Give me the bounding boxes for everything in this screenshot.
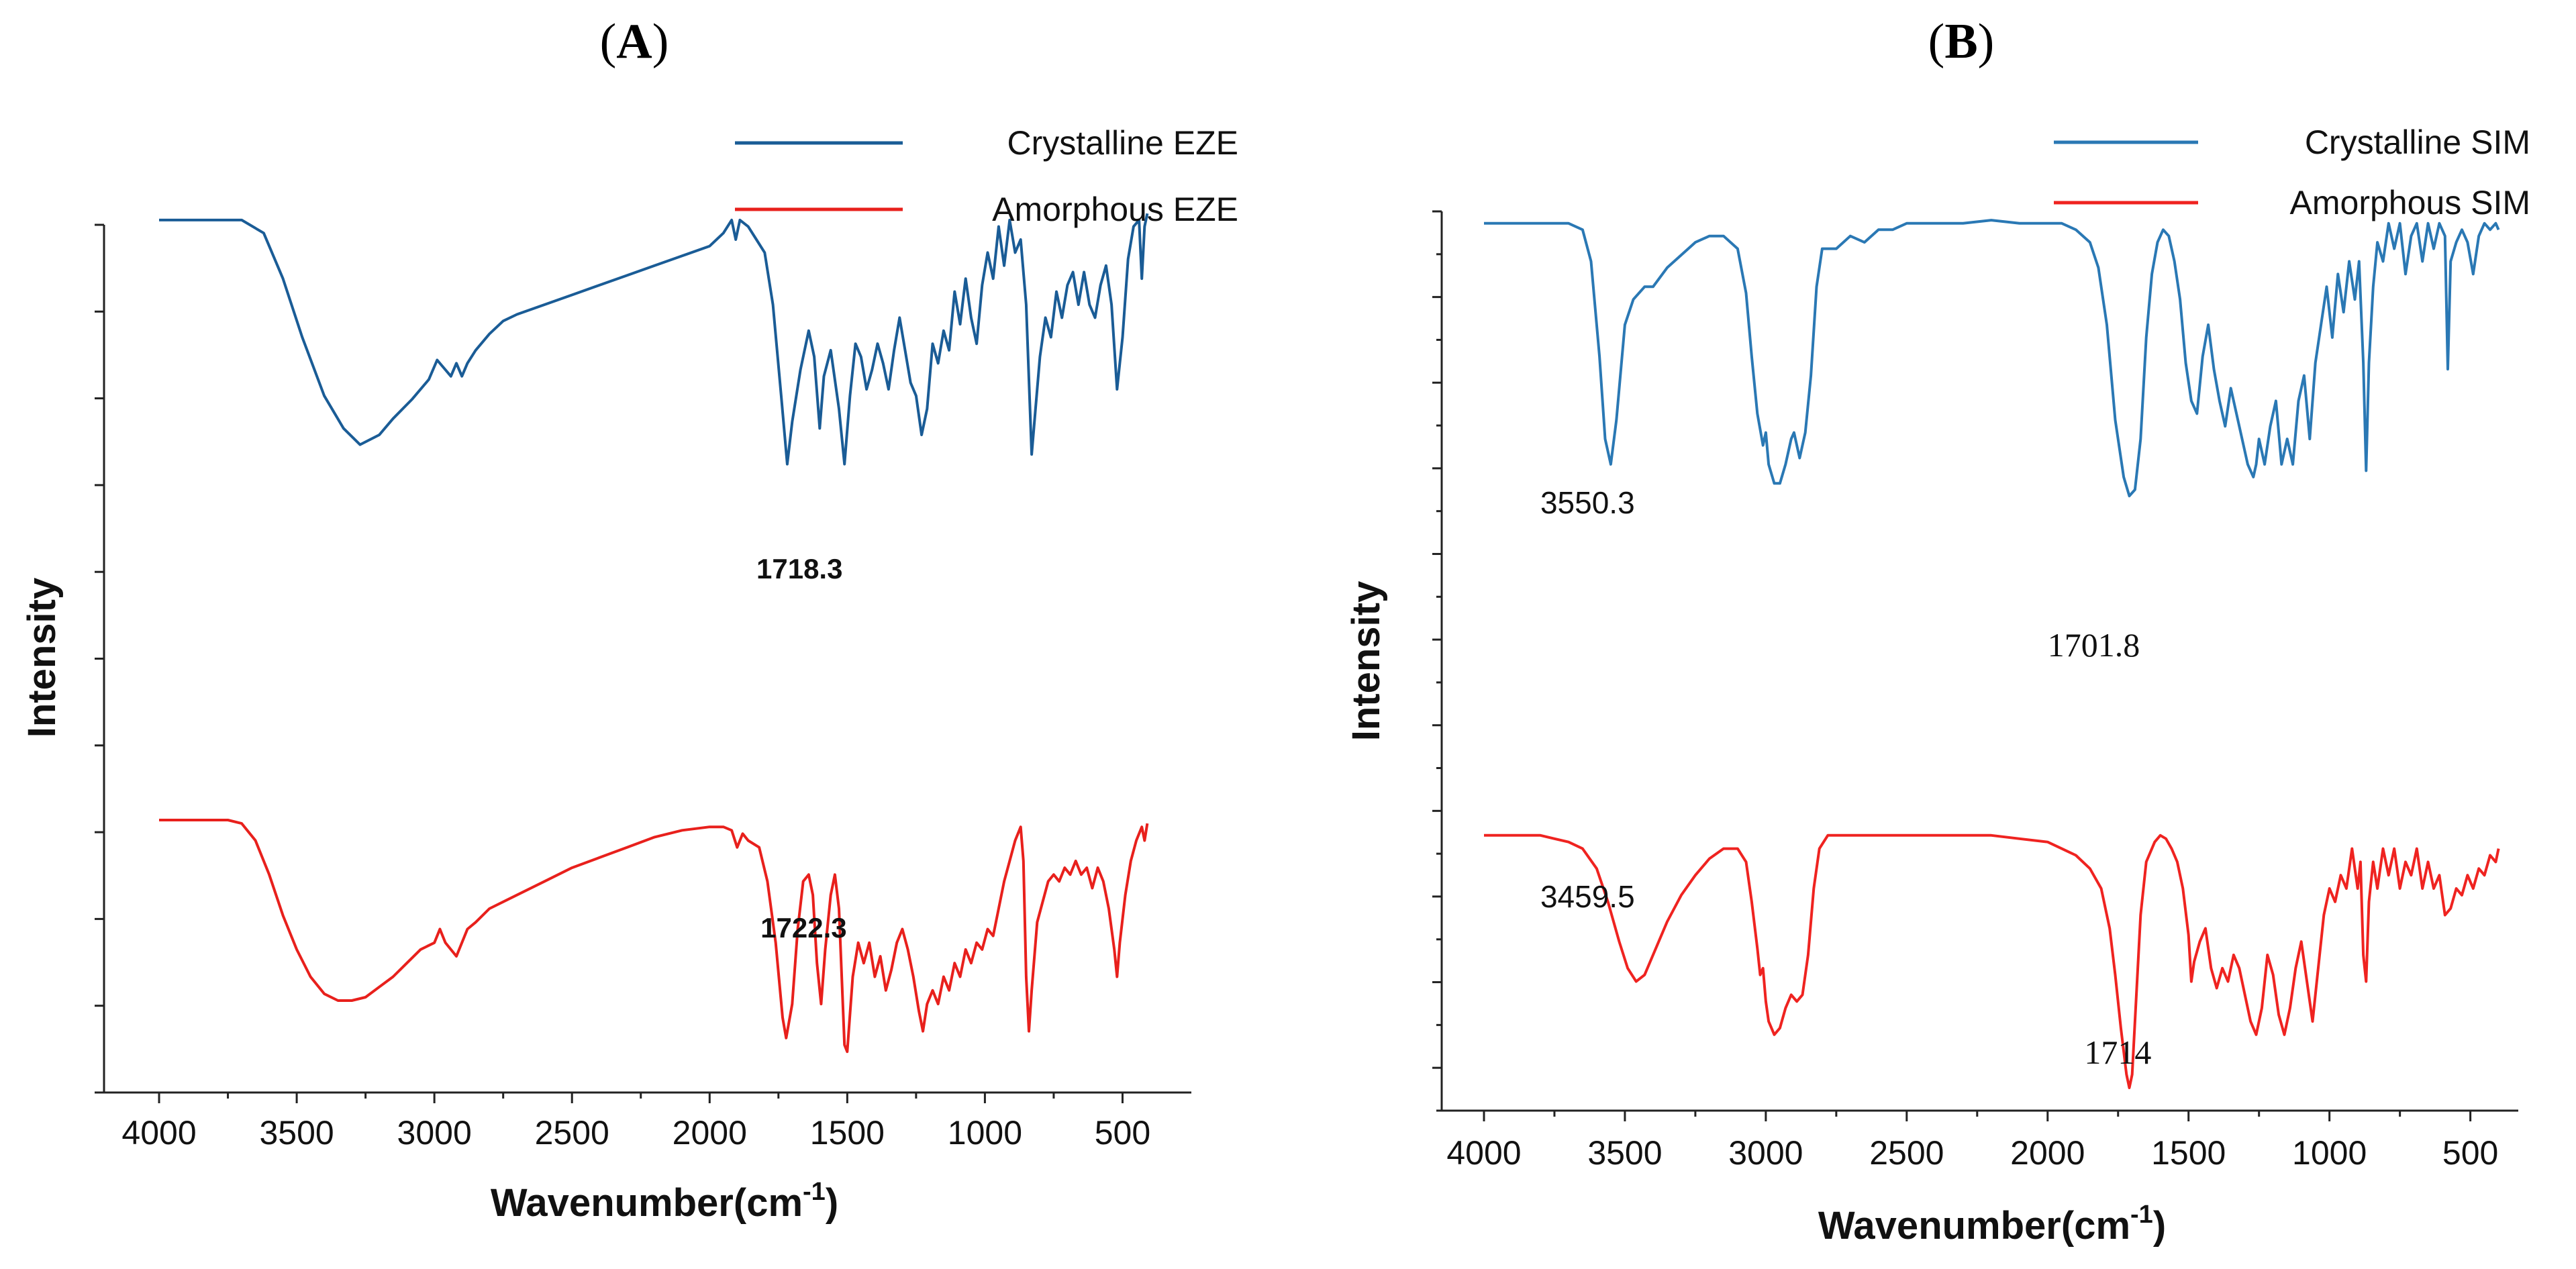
- panel-a-legend: Crystalline EZE Amorphous EZE: [735, 124, 1238, 228]
- x-tick-label: 2000: [673, 1114, 747, 1152]
- peak-annotation: 1701.8: [2048, 626, 2140, 664]
- series-line-amorphous-sim: [1484, 833, 2500, 1089]
- x-tick-label: 4000: [1446, 1134, 1521, 1172]
- panel-b-letter: B: [1944, 14, 1977, 69]
- panel-a-xlabel-main: Wavenumber(cm: [491, 1181, 803, 1225]
- series-line-crystalline-eze: [159, 213, 1149, 466]
- panel-a-annotations: 1718.3 1722.3: [756, 553, 847, 944]
- x-tick-label: 1000: [2292, 1134, 2367, 1172]
- x-tick-label: 1500: [2151, 1134, 2226, 1172]
- panel-b-series: [1484, 219, 2500, 1089]
- panel-a-xlabel-end: ): [826, 1181, 838, 1225]
- x-tick-label: 3500: [259, 1114, 334, 1152]
- legend-label: Crystalline SIM: [2305, 123, 2530, 161]
- panel-b-axes: 4000 3500 3000 2500 2000 1500 1000 500: [1432, 210, 2518, 1172]
- x-tick-label: 2500: [1869, 1134, 1944, 1172]
- legend-label: Amorphous EZE: [992, 191, 1238, 228]
- panel-b-xlabel: Wavenumber(cm-1): [1818, 1201, 2166, 1248]
- x-tick-label: 1500: [810, 1114, 885, 1152]
- panel-b-xlabel-sup: -1: [2130, 1201, 2153, 1229]
- series-line-amorphous-eze: [159, 819, 1149, 1054]
- panel-b: (B) 4000 3500 3000 2500 2000 1500 1000 500 Crys…: [1344, 14, 2530, 1248]
- panel-a-ylabel: Intensity: [20, 578, 64, 738]
- x-tick-label: 3000: [397, 1114, 472, 1152]
- legend-label: Crystalline EZE: [1007, 124, 1238, 162]
- panel-a-series: [159, 213, 1149, 1054]
- series-line-crystalline-sim: [1484, 219, 2500, 498]
- panel-b-label: (B): [1928, 14, 1995, 69]
- panel-b-legend: Crystalline SIM Amorphous SIM: [2054, 123, 2530, 221]
- panel-b-xlabel-end: ): [2153, 1204, 2166, 1248]
- x-tick-label: 500: [2442, 1134, 2498, 1172]
- peak-annotation: 3459.5: [1540, 879, 1635, 914]
- x-tick-label: 3000: [1728, 1134, 1803, 1172]
- panel-a-label: (A): [600, 14, 669, 69]
- x-tick-label: 500: [1095, 1114, 1150, 1152]
- x-tick-label: 2000: [2010, 1134, 2085, 1172]
- peak-annotation: 1722.3: [760, 912, 846, 944]
- x-tick-label: 3500: [1587, 1134, 1662, 1172]
- panel-a-xlabel: Wavenumber(cm-1): [491, 1178, 838, 1225]
- panel-b-annotations: 3550.3 1701.8 3459.5 1714: [1540, 485, 2151, 1071]
- x-tick-label: 2500: [535, 1114, 609, 1152]
- peak-annotation: 1714: [2084, 1033, 2151, 1071]
- x-tick-label: 4000: [121, 1114, 196, 1152]
- x-tick-label: 1000: [948, 1114, 1022, 1152]
- peak-annotation: 3550.3: [1540, 485, 1635, 520]
- panel-a-letter: A: [616, 14, 652, 69]
- panel-b-xlabel-main: Wavenumber(cm: [1818, 1204, 2130, 1248]
- panel-a-xlabel-sup: -1: [803, 1178, 826, 1206]
- legend-label: Amorphous SIM: [2290, 184, 2530, 221]
- peak-annotation: 1718.3: [756, 553, 842, 585]
- panel-b-ylabel: Intensity: [1344, 581, 1388, 742]
- panel-a: (A) 4000 3500 3000 2500 2000 1500 1000 500 Crys…: [20, 14, 1238, 1225]
- panel-a-axes: 4000 3500 3000 2500 2000 1500 1000 500: [95, 223, 1191, 1152]
